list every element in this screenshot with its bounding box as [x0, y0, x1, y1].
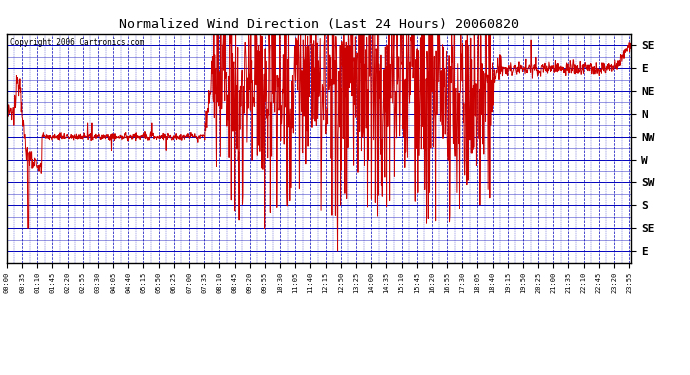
Title: Normalized Wind Direction (Last 24 Hours) 20060820: Normalized Wind Direction (Last 24 Hours… — [119, 18, 519, 31]
Text: Copyright 2006 Cartronics.com: Copyright 2006 Cartronics.com — [10, 38, 144, 47]
